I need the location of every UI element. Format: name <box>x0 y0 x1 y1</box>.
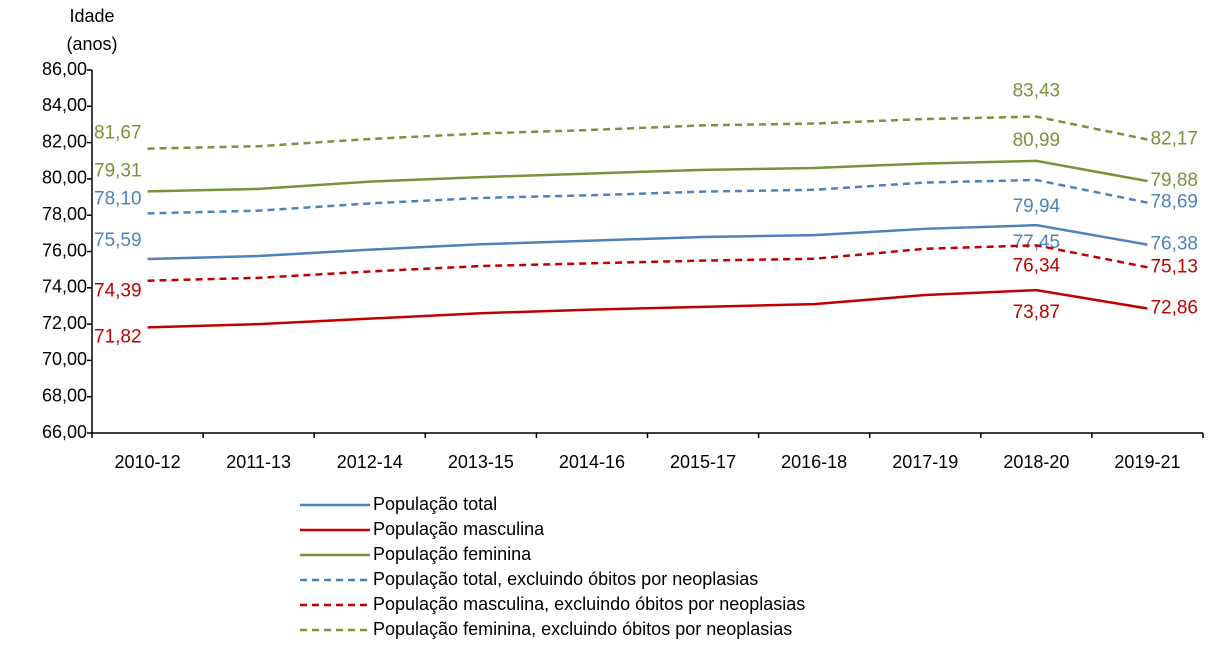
series-line <box>147 115 1148 150</box>
y-tick-label: 82,00 <box>42 131 87 151</box>
y-tick-label: 80,00 <box>42 168 87 188</box>
x-tick-label: 2019-21 <box>1114 452 1180 472</box>
data-label: 76,34 <box>1013 255 1061 276</box>
legend-label: População masculina <box>373 519 545 539</box>
y-tick-label: 72,00 <box>42 313 87 333</box>
data-label: 73,87 <box>1013 302 1061 323</box>
data-label: 78,10 <box>94 188 142 209</box>
data-label: 77,45 <box>1013 232 1061 253</box>
x-tick-label: 2010-12 <box>115 452 181 472</box>
data-label: 79,88 <box>1150 170 1198 191</box>
y-tick-label: 70,00 <box>42 349 87 369</box>
y-tick-label: 76,00 <box>42 240 87 260</box>
series-line <box>147 178 1148 215</box>
y-tick-label: 86,00 <box>42 59 87 79</box>
data-label: 75,59 <box>94 230 142 251</box>
series-line <box>147 223 1148 261</box>
series-line <box>147 244 1148 282</box>
data-label: 75,13 <box>1150 256 1198 277</box>
legend-label: População total, excluindo óbitos por ne… <box>373 569 758 589</box>
legend-label: População total <box>373 494 497 514</box>
y-tick-label: 66,00 <box>42 422 87 442</box>
y-tick-label: 84,00 <box>42 95 87 115</box>
y-tick-label: 78,00 <box>42 204 87 224</box>
data-label: 83,43 <box>1013 81 1061 102</box>
legend-label: População feminina, excluindo óbitos por… <box>373 619 792 639</box>
x-tick-label: 2018-20 <box>1003 452 1069 472</box>
data-label: 81,67 <box>94 123 142 144</box>
x-tick-label: 2011-13 <box>226 452 291 472</box>
data-label: 79,94 <box>1013 196 1061 217</box>
y-tick-label: 68,00 <box>42 385 87 405</box>
data-label: 71,82 <box>94 326 142 347</box>
x-tick-label: 2013-15 <box>448 452 514 472</box>
data-label: 74,39 <box>94 281 142 302</box>
y-tick-label: 74,00 <box>42 277 87 297</box>
x-tick-label: 2015-17 <box>670 452 736 472</box>
x-tick-label: 2017-19 <box>892 452 958 472</box>
legend-label: População feminina <box>373 544 532 564</box>
data-label: 72,86 <box>1150 298 1198 319</box>
data-label: 80,99 <box>1013 130 1061 151</box>
x-tick-label: 2012-14 <box>337 452 403 472</box>
data-label: 76,38 <box>1150 234 1198 255</box>
legend-label: População masculina, excluindo óbitos po… <box>373 594 805 614</box>
data-label: 82,17 <box>1150 129 1198 150</box>
y-axis-label: (anos) <box>66 34 117 54</box>
series-line <box>147 288 1148 329</box>
x-tick-label: 2014-16 <box>559 452 625 472</box>
series-line <box>147 159 1148 193</box>
x-tick-label: 2016-18 <box>781 452 847 472</box>
data-label: 78,69 <box>1150 192 1198 213</box>
data-label: 79,31 <box>94 160 142 181</box>
y-axis-label: Idade <box>69 6 114 26</box>
